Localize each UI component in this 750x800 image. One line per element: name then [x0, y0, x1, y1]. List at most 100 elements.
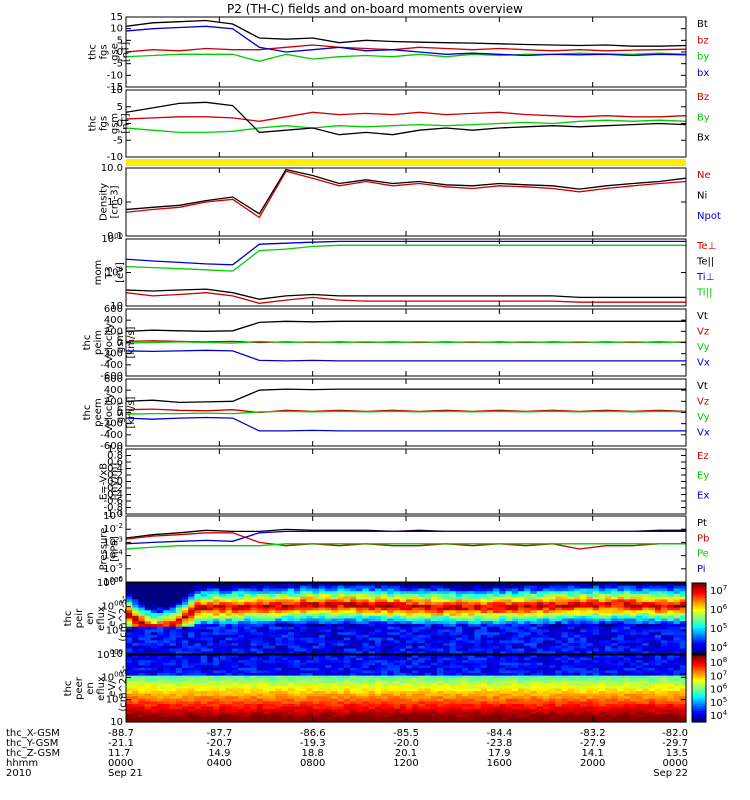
- spectrogram-cell: [350, 591, 357, 595]
- spectrogram-cell: [138, 640, 146, 644]
- spectrogram-cell: [399, 657, 407, 661]
- spectrogram-cell: [617, 706, 625, 710]
- spectrogram-cell: [661, 685, 668, 690]
- spectrogram-cell: [430, 618, 438, 622]
- spectrogram-cell: [244, 629, 251, 633]
- spectrogram-cell: [213, 675, 220, 679]
- spectrogram-cell: [250, 685, 258, 690]
- spectrogram-cell: [275, 629, 283, 633]
- spectrogram-cell: [275, 660, 283, 664]
- spectrogram-cell: [592, 691, 600, 695]
- spectrogram-cell: [542, 618, 550, 622]
- series-line-Pe: [125, 543, 686, 550]
- spectrogram-cell: [630, 660, 637, 664]
- spectrogram-cell: [126, 629, 133, 633]
- spectrogram-cell: [462, 683, 469, 687]
- spectrogram-cell: [188, 719, 195, 723]
- spectrogram-cell: [300, 596, 307, 600]
- spectrogram-cell: [126, 678, 133, 682]
- spectrogram-cell: [580, 591, 587, 595]
- spectrogram-cell: [474, 640, 482, 644]
- spectrogram-cell: [648, 709, 656, 713]
- spectrogram-cell: [325, 645, 332, 650]
- spectrogram-cell: [219, 629, 227, 633]
- spectrogram-cell: [449, 588, 457, 592]
- spectrogram-cell: [642, 688, 650, 692]
- spectrogram-cell: [356, 618, 363, 622]
- spectrogram-cell: [642, 704, 650, 708]
- spectrogram-cell: [287, 591, 295, 595]
- spectrogram-cell: [262, 648, 270, 652]
- spectrogram-cell: [611, 621, 619, 625]
- spectrogram-cell: [399, 701, 407, 705]
- spectrogram-cell: [611, 716, 619, 720]
- spectrogram-cell: [188, 583, 195, 587]
- spectrogram-cell: [262, 678, 270, 682]
- spectrogram-cell: [188, 604, 195, 609]
- spectrogram-cell: [430, 607, 438, 611]
- spectrogram-cell: [318, 602, 326, 606]
- spectrogram-cell: [567, 673, 575, 677]
- spectrogram-cell: [437, 660, 444, 664]
- spectrogram-cell: [673, 591, 681, 595]
- panel-frame: [125, 16, 687, 88]
- spectrogram-cell: [406, 660, 413, 664]
- spectrogram-cell: [549, 602, 556, 606]
- spectrogram-cell: [244, 711, 251, 715]
- spectrogram-cell: [524, 657, 531, 661]
- spectrogram-cell: [605, 714, 612, 718]
- spectrogram-cell: [511, 716, 519, 720]
- spectrogram-cell: [580, 624, 587, 628]
- spectrogram-cell: [206, 667, 214, 672]
- spectrogram-cell: [462, 704, 469, 708]
- spectrogram-cell: [580, 698, 587, 702]
- spectrogram-cell: [580, 640, 587, 644]
- spectrogram-cell: [356, 665, 363, 669]
- spectrogram-cell: [499, 665, 507, 669]
- spectrogram-cell: [188, 714, 195, 718]
- spectrogram-cell: [188, 688, 195, 692]
- spectrogram-cell: [144, 602, 152, 606]
- legend-Te||: Te||: [696, 257, 714, 268]
- spectrogram-cell: [654, 698, 662, 702]
- spectrogram-cell: [430, 662, 438, 666]
- spectrogram-cell: [144, 678, 152, 682]
- spectrogram-cell: [200, 651, 208, 655]
- spectrogram-cell: [150, 685, 158, 690]
- spectrogram-cell: [138, 596, 146, 600]
- spectrogram-cell: [169, 667, 177, 672]
- spectrogram-cell: [132, 662, 139, 666]
- spectrogram-cell: [567, 685, 575, 690]
- spectrogram-cell: [661, 624, 668, 628]
- spectrogram-cell: [536, 593, 544, 598]
- spectrogram-cell: [356, 651, 363, 655]
- spectrogram-cell: [505, 673, 513, 677]
- spectrogram-cell: [536, 607, 544, 611]
- spectrogram-cell: [430, 688, 438, 692]
- spectrogram-cell: [574, 629, 581, 633]
- spectrogram-cell: [418, 610, 426, 614]
- spectrogram-cell: [673, 651, 681, 655]
- spectrogram-cell: [157, 607, 164, 611]
- spectrogram-cell: [437, 655, 444, 659]
- spectrogram-cell: [138, 704, 146, 708]
- spectrogram-cell: [424, 701, 432, 705]
- spectrogram-cell: [630, 657, 637, 661]
- spectrogram-cell: [424, 693, 432, 697]
- spectrogram-cell: [374, 678, 382, 682]
- spectrogram-cell: [406, 585, 413, 589]
- spectrogram-cell: [437, 591, 444, 595]
- spectrogram-cell: [598, 683, 606, 687]
- spectrogram-cell: [368, 693, 376, 697]
- spectrogram-cell: [555, 651, 563, 655]
- spectrogram-cell: [642, 583, 650, 587]
- spectrogram-cell: [163, 709, 171, 713]
- spectrogram-cell: [318, 599, 326, 603]
- spectrogram-cell: [238, 645, 245, 650]
- spectrogram-cell: [679, 585, 687, 589]
- spectrogram-cell: [200, 648, 208, 652]
- spectrogram-cell: [561, 651, 569, 655]
- spectrogram-cell: [574, 680, 581, 684]
- spectrogram-cell: [462, 655, 469, 659]
- spectrogram-cell: [605, 683, 612, 687]
